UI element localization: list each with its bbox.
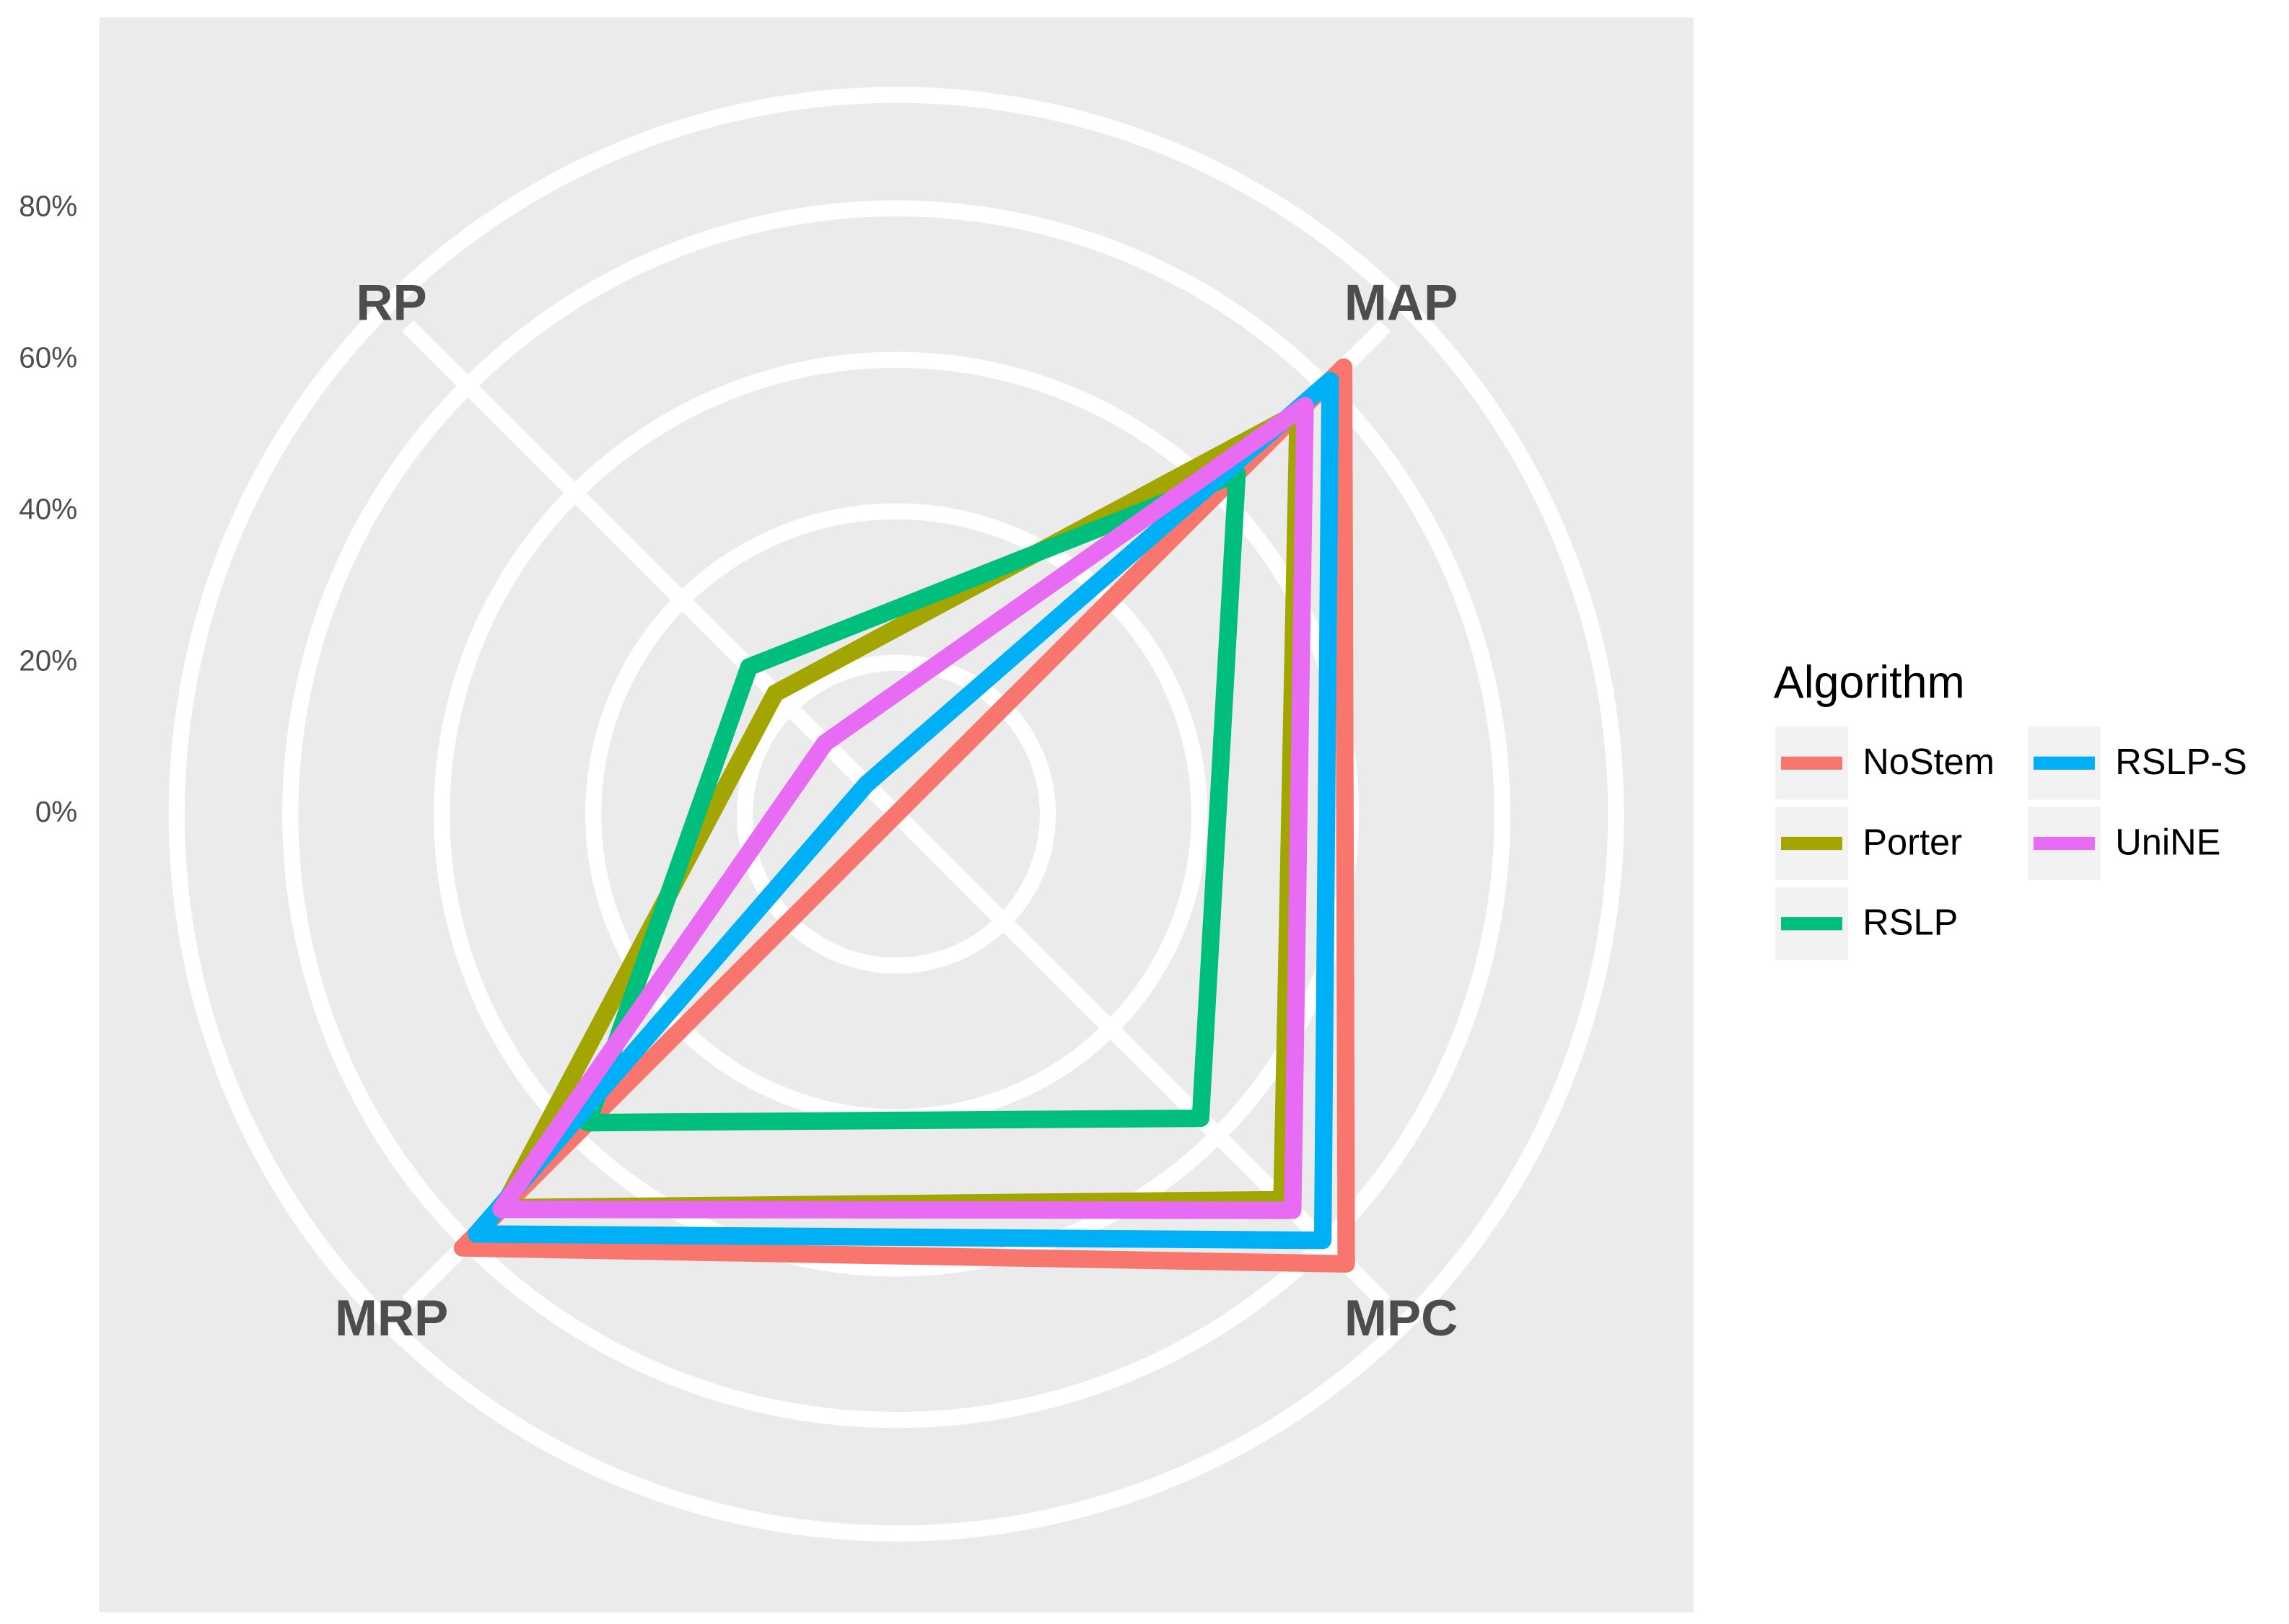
series-line [453,358,1355,1273]
grid-circle [168,87,1624,1542]
y-tick-label: 80% [19,190,77,223]
series-line [492,397,1314,1219]
axis-label: RP [356,275,426,332]
legend-label: NoStem [1863,741,1995,782]
legend-label: Porter [1863,821,1962,862]
legend-label: RSLP-S [2115,741,2247,782]
axis-spoke [890,808,1391,1309]
y-tick-label: 20% [19,644,77,677]
legend-title: Algorithm [1774,657,1965,708]
grid-circle [282,200,1511,1428]
y-tick-label: 60% [19,341,77,374]
series-line [467,372,1339,1250]
grid-circle [737,654,1056,974]
axis-spoke [402,320,902,820]
y-tick-label: 40% [19,492,77,525]
legend-label: UniNE [2115,821,2220,862]
axis-label: MPC [1344,1290,1458,1347]
series-line [494,403,1307,1217]
series-line [579,465,1246,1132]
legend-label: RSLP [1863,902,1958,943]
y-tick-label: 0% [35,795,77,828]
axis-label: MAP [1344,275,1458,332]
axis-label: MRP [335,1290,448,1347]
